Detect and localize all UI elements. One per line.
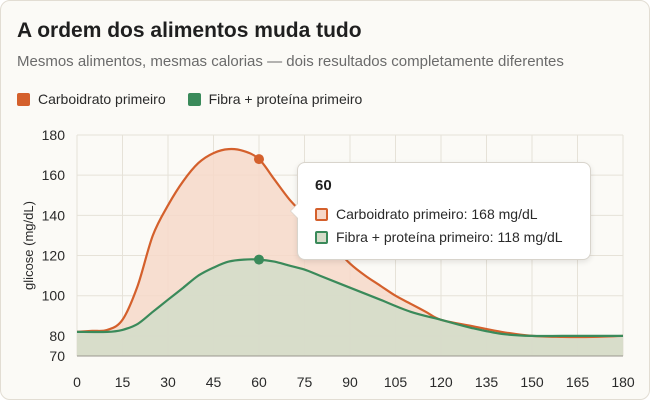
tooltip-swatch-fiber: [315, 230, 328, 244]
x-tick-45: 45: [206, 374, 222, 390]
y-tick-80: 80: [49, 328, 65, 344]
y-tick-100: 100: [42, 288, 66, 304]
y-axis-label: glicose (mg/dL): [21, 201, 36, 290]
legend-swatch-carb: [17, 92, 30, 106]
x-tick-150: 150: [520, 374, 544, 390]
x-tick-105: 105: [384, 374, 408, 390]
tooltip-text-carb: Carboidrato primeiro: 168 mg/dL: [336, 206, 538, 222]
tooltip-title: 60: [315, 177, 332, 194]
chart-title: A ordem dos alimentos muda tudo: [17, 19, 362, 42]
x-tick-135: 135: [475, 374, 499, 390]
chart-subtitle: Mesmos alimentos, mesmas calorias — dois…: [17, 53, 564, 70]
y-tick-180: 180: [42, 127, 66, 143]
x-tick-60: 60: [251, 374, 267, 390]
legend-label-carb: Carboidrato primeiro: [38, 91, 166, 107]
x-tick-75: 75: [297, 374, 313, 390]
x-tick-15: 15: [115, 374, 131, 390]
legend: Carboidrato primeiro Fibra + proteína pr…: [17, 91, 384, 107]
x-tick-90: 90: [342, 374, 358, 390]
marker-carb-60[interactable]: [254, 154, 264, 165]
legend-swatch-fiber: [187, 92, 201, 106]
series-line-fiber[interactable]: [76, 258, 623, 338]
legend-label-fiber: Fibra + proteína primeiro: [208, 91, 363, 107]
y-tick-120: 120: [42, 248, 66, 264]
tooltip-row-fiber: Fibra + proteína primeiro: 118 mg/dL: [315, 229, 563, 245]
y-tick-160: 160: [42, 167, 66, 183]
marker-fiber-60[interactable]: [254, 254, 264, 265]
legend-item-carb[interactable]: Carboidrato primeiro: [17, 91, 166, 107]
legend-item-fiber[interactable]: Fibra + proteína primeiro: [187, 91, 363, 107]
tooltip-text-fiber: Fibra + proteína primeiro: 118 mg/dL: [336, 229, 563, 245]
tooltip-row-carb: Carboidrato primeiro: 168 mg/dL: [315, 206, 538, 222]
y-tick-70: 70: [49, 348, 65, 364]
x-tick-180: 180: [611, 374, 635, 390]
x-tick-0: 0: [73, 374, 81, 390]
x-tick-30: 30: [160, 374, 176, 390]
y-tick-140: 140: [42, 207, 66, 223]
x-tick-165: 165: [566, 374, 590, 390]
tooltip: 60 Carboidrato primeiro: 168 mg/dL Fibra…: [290, 162, 591, 260]
tooltip-swatch-carb: [315, 207, 328, 221]
x-tick-120: 120: [429, 374, 453, 390]
